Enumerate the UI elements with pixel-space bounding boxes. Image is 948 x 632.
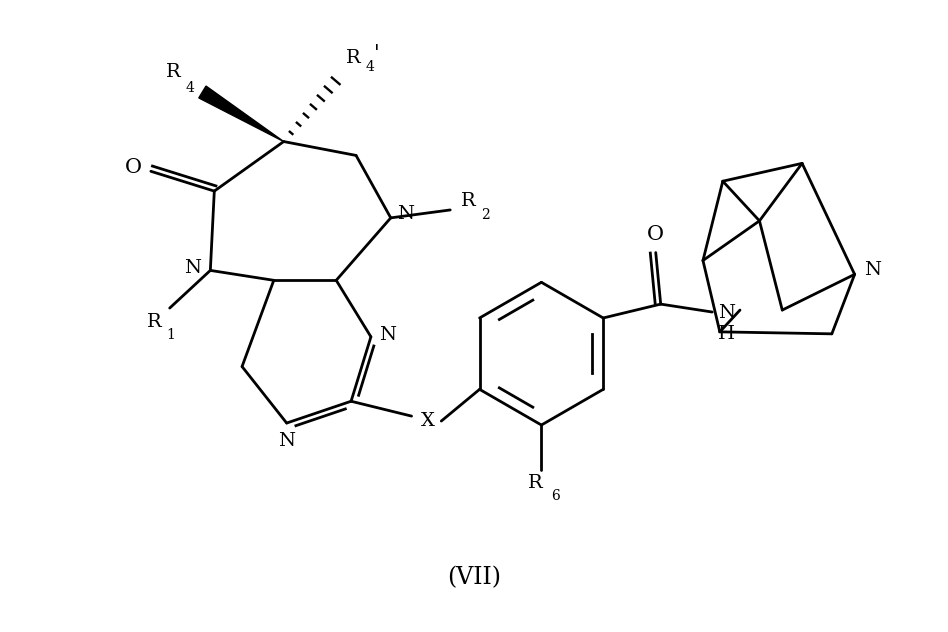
Text: 6: 6 [551,489,559,504]
Text: ': ' [374,44,380,63]
Text: R: R [166,63,181,81]
Text: R: R [146,313,161,331]
Text: 2: 2 [482,208,490,222]
Text: O: O [124,158,141,177]
Text: X: X [421,412,434,430]
Text: N: N [278,432,295,450]
Text: N: N [184,259,201,277]
Text: 4: 4 [185,81,194,95]
Text: N: N [379,326,396,344]
Text: R: R [528,473,543,492]
Text: N: N [397,205,414,223]
Text: (VII): (VII) [447,566,501,589]
Text: N: N [718,304,735,322]
Text: R: R [346,49,360,67]
Text: 4: 4 [366,60,374,74]
Polygon shape [199,86,283,142]
Text: H: H [718,325,735,343]
Text: 1: 1 [166,328,175,342]
Text: O: O [647,225,665,244]
Text: N: N [864,262,881,279]
Text: R: R [461,192,476,210]
